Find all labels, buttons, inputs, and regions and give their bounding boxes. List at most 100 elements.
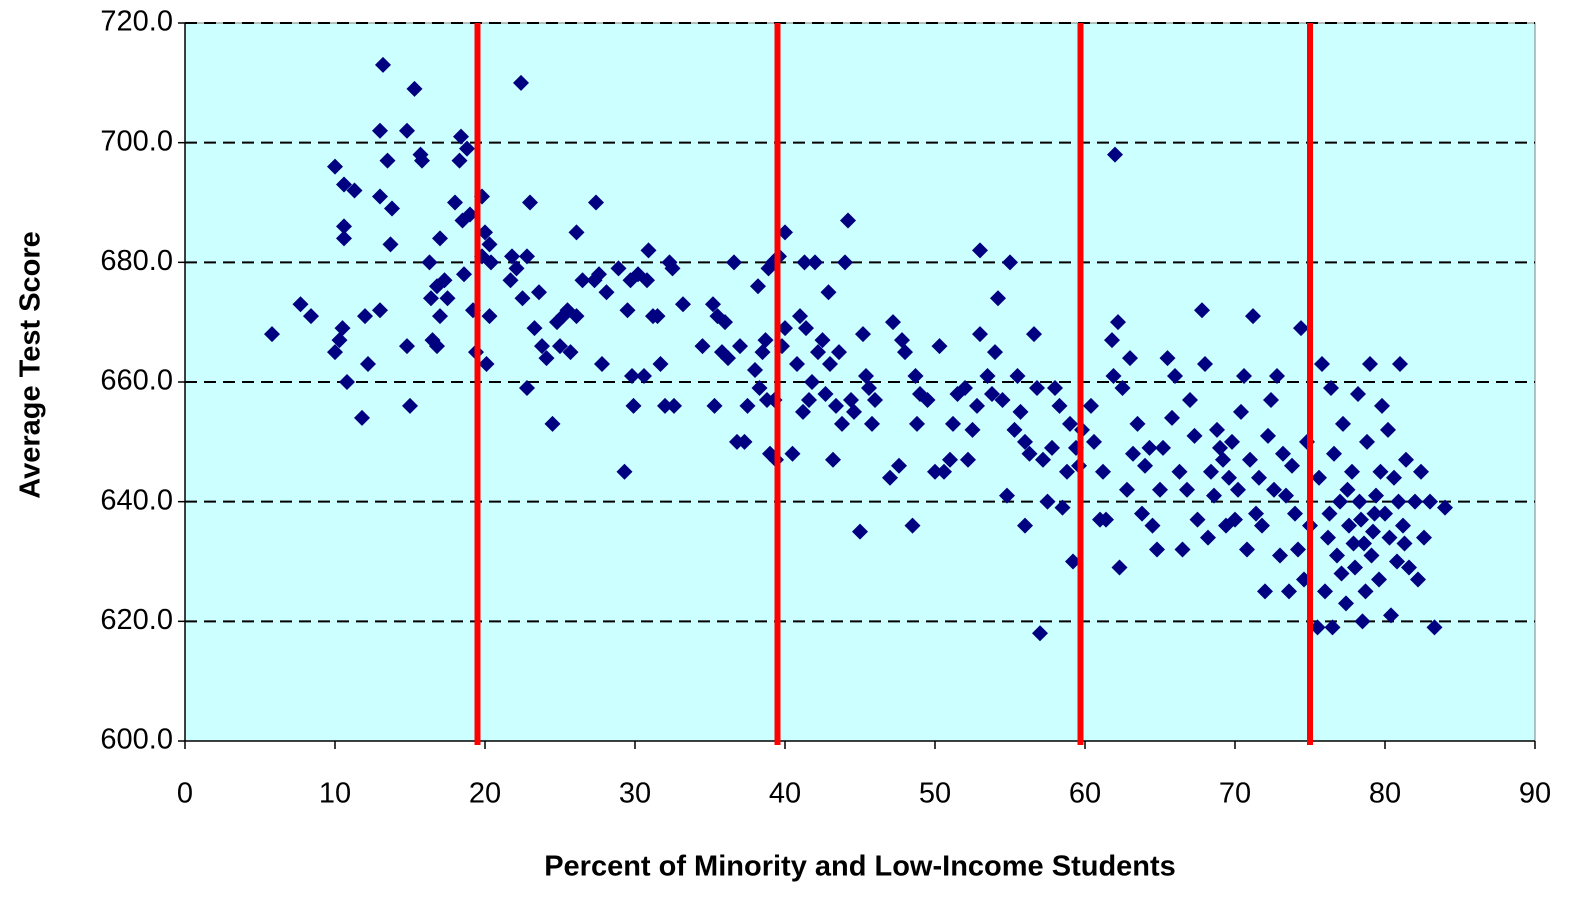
point (640, 242, 657, 259)
point (828, 397, 844, 414)
point (336, 176, 352, 193)
point (852, 523, 868, 540)
point (1335, 415, 1351, 432)
point (885, 314, 901, 331)
point (1224, 433, 1240, 450)
point (375, 56, 391, 73)
point (894, 332, 910, 349)
point (1392, 356, 1408, 373)
point (360, 356, 376, 373)
point (1230, 481, 1246, 498)
point (1323, 379, 1339, 396)
x-tick-label: 50 (919, 778, 951, 810)
point (984, 385, 1000, 402)
point (861, 379, 877, 396)
point (346, 182, 363, 199)
point (1134, 505, 1150, 522)
point (1251, 469, 1267, 486)
point (1395, 517, 1411, 534)
point (1105, 368, 1122, 385)
point (1051, 397, 1068, 414)
point (705, 296, 721, 313)
point (694, 338, 711, 355)
x-tick-label: 0 (177, 778, 193, 810)
point (1186, 427, 1203, 444)
point (1227, 511, 1243, 528)
point (1125, 445, 1141, 462)
point (751, 379, 768, 396)
point (1107, 146, 1123, 163)
point (1317, 583, 1333, 600)
point (504, 248, 520, 265)
point (429, 338, 445, 355)
point (477, 224, 493, 241)
point (1344, 463, 1360, 480)
x-tick-label: 30 (619, 778, 651, 810)
point (1039, 493, 1056, 510)
point (451, 152, 468, 169)
point (519, 379, 535, 396)
point (1167, 368, 1183, 385)
point (519, 248, 535, 265)
point (1206, 487, 1222, 504)
point (624, 368, 640, 385)
point (1437, 499, 1453, 516)
point (1356, 535, 1372, 552)
y-tick-label: 620.0 (100, 604, 173, 636)
point (942, 451, 958, 468)
point (987, 344, 1003, 361)
point (1339, 481, 1356, 498)
point (1324, 619, 1341, 636)
point (1357, 583, 1374, 600)
point (1182, 391, 1198, 408)
point (1359, 433, 1375, 450)
point (544, 415, 561, 432)
point (1054, 499, 1071, 516)
point (1407, 493, 1423, 510)
point (1380, 421, 1396, 438)
point (777, 224, 793, 241)
point (1017, 433, 1033, 450)
point (1422, 493, 1438, 510)
point (1215, 451, 1231, 468)
point (568, 308, 585, 325)
point (327, 158, 343, 175)
y-axis-title: Average Test Score (15, 231, 47, 499)
point (666, 397, 682, 414)
point (1194, 302, 1210, 319)
point (384, 200, 400, 217)
point (1287, 505, 1303, 522)
x-tick-label: 70 (1219, 778, 1251, 810)
point (1284, 457, 1300, 474)
point (1351, 493, 1368, 510)
point (1065, 553, 1081, 570)
point (804, 374, 820, 390)
point (840, 212, 856, 229)
point (514, 290, 531, 307)
point (732, 338, 748, 355)
point (508, 260, 525, 277)
point (843, 391, 859, 408)
point (462, 206, 478, 223)
point (1260, 427, 1276, 444)
point (1159, 350, 1176, 367)
point (526, 320, 543, 337)
point (616, 463, 633, 480)
point (1059, 463, 1075, 480)
point (1044, 439, 1060, 456)
y-tick-label: 640.0 (100, 484, 173, 516)
point (1257, 583, 1273, 600)
point (747, 362, 763, 379)
point (834, 415, 850, 432)
point (1354, 613, 1371, 630)
point (502, 272, 519, 289)
point (1002, 254, 1018, 271)
point (1197, 356, 1213, 373)
point (864, 415, 880, 432)
point (1363, 547, 1380, 564)
point (414, 152, 430, 169)
point (562, 344, 579, 361)
point (784, 445, 801, 462)
point (739, 397, 756, 414)
point (1293, 320, 1309, 337)
